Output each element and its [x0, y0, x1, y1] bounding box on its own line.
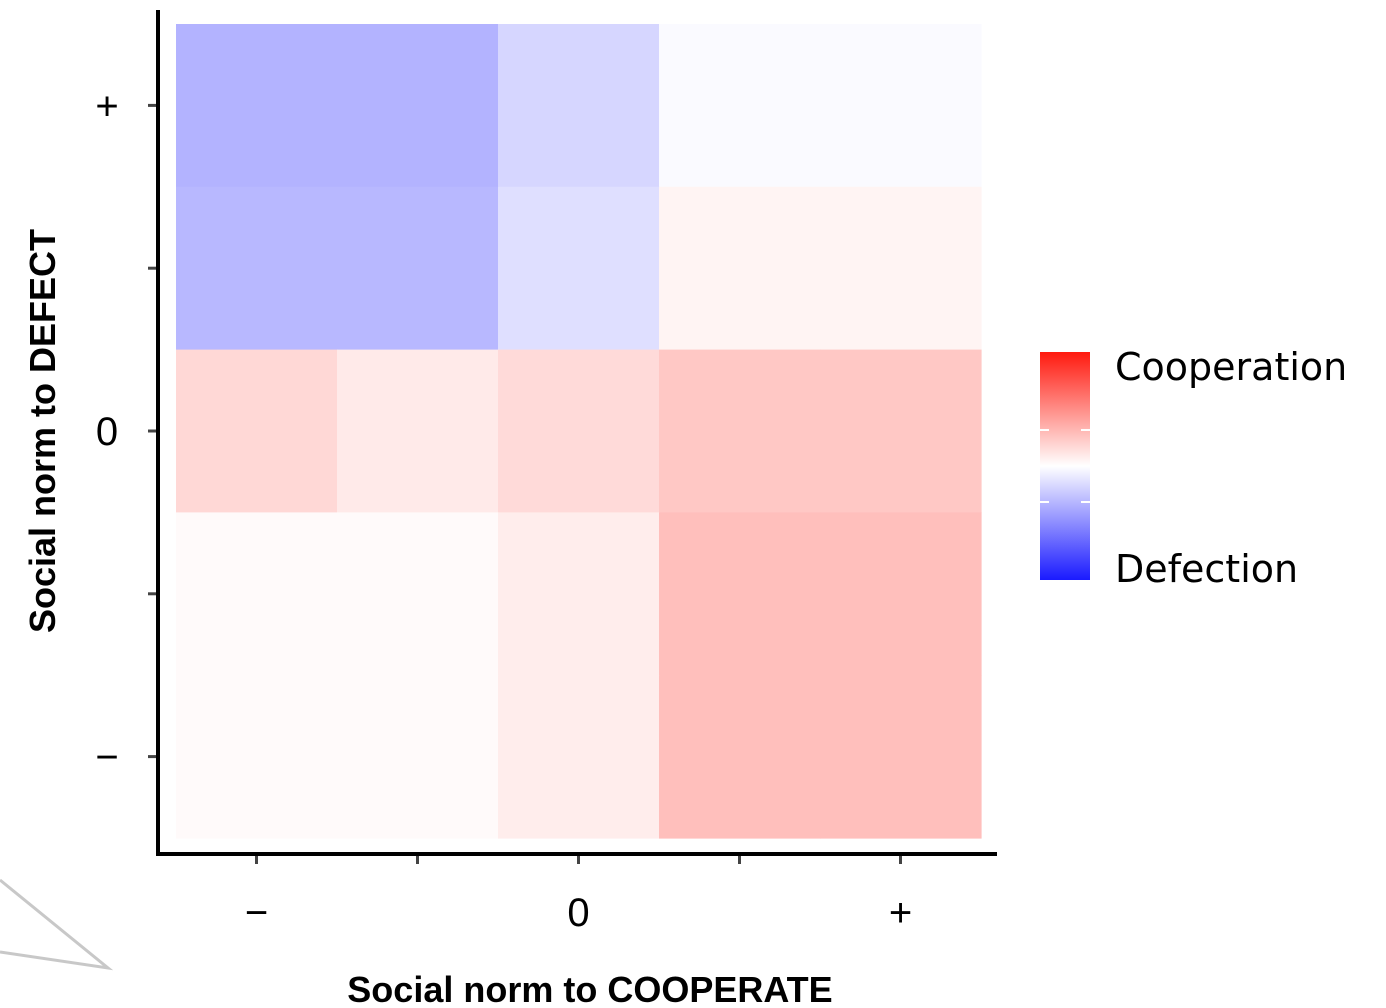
heatmap-cell-x1-y5 [176, 24, 338, 188]
legend: Cooperation Defection [1040, 345, 1347, 591]
heatmap-cell-x2-y4 [337, 186, 499, 351]
heatmap-cell-x3-y4 [498, 186, 660, 351]
legend-label-defection: Defection [1115, 547, 1298, 591]
heatmap-cell-x4-y5 [659, 24, 821, 188]
x-tick-label-1: − [245, 891, 268, 935]
heatmap-cell-x3-y3 [498, 349, 660, 513]
y-axis-title: Social norm to DEFECT [22, 229, 63, 633]
heatmap-cell-x3-y1 [498, 675, 660, 839]
heatmap-cell-x1-y3 [176, 349, 338, 513]
heatmap-cell-x2-y3 [337, 349, 499, 513]
heatmap-cell-x2-y1 [337, 675, 499, 839]
heatmap-cell-x1-y1 [176, 675, 338, 839]
heatmap-cell-x3-y2 [498, 512, 660, 676]
heatmap-cell-x4-y1 [659, 675, 821, 839]
y-tick-label-3: 0 [96, 410, 118, 454]
heatmap-cell-x1-y2 [176, 512, 338, 676]
y-tick-label-5: + [95, 84, 118, 128]
heatmap-cell-x1-y4 [176, 186, 338, 351]
legend-label-cooperation: Cooperation [1115, 345, 1347, 389]
axis-ticks [148, 103, 902, 864]
x-tick-label-5: + [889, 891, 912, 935]
heatmap-cell-x5-y2 [820, 512, 982, 676]
x-tick-label-3: 0 [567, 891, 589, 935]
heatmap-cell-x5-y1 [820, 675, 982, 839]
heatmap-cell-x5-y5 [820, 24, 982, 188]
heatmap-cell-x5-y3 [820, 349, 982, 513]
decorative-wedge [0, 878, 114, 971]
heatmap-cells [176, 24, 982, 839]
heatmap-cell-x4-y2 [659, 512, 821, 676]
legend-colorbar [1040, 352, 1090, 580]
heatmap-cell-x3-y5 [498, 24, 660, 188]
heatmap-cell-x4-y4 [659, 186, 821, 351]
x-axis-title: Social norm to COOPERATE [347, 969, 832, 1008]
y-tick-label-1: − [95, 736, 118, 780]
heatmap-cell-x2-y2 [337, 512, 499, 676]
axis-tick-labels: − 0 + − 0 + [95, 84, 912, 935]
heatmap-cell-x2-y5 [337, 24, 499, 188]
heatmap-cell-x5-y4 [820, 186, 982, 351]
heatmap-cell-x4-y3 [659, 349, 821, 513]
